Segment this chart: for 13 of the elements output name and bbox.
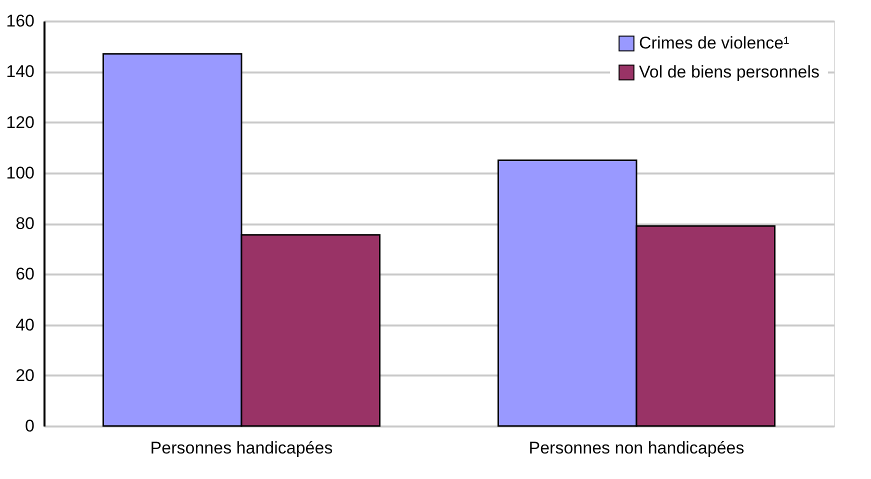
x-tick-label: Personnes handicapées xyxy=(150,438,333,458)
y-tick-label: 100 xyxy=(6,163,34,182)
legend-label: Vol de biens personnels xyxy=(639,62,820,82)
y-tick-label: 20 xyxy=(16,366,34,385)
y-tick-label: 140 xyxy=(6,62,34,82)
y-tick-label: 80 xyxy=(16,214,34,233)
y-tick-label: 120 xyxy=(6,112,34,132)
legend-label: Crimes de violence¹ xyxy=(639,34,790,52)
y-tick-label: 160 xyxy=(6,12,34,30)
y-tick-label: 0 xyxy=(25,416,34,436)
y-tick-label: 40 xyxy=(16,315,34,334)
y-tick-label: 60 xyxy=(16,264,34,284)
x-tick-label: Personnes non handicapées xyxy=(528,438,744,458)
